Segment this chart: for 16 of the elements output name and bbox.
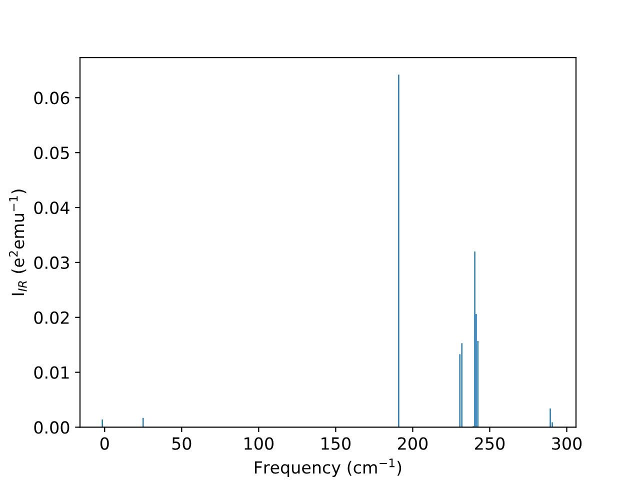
y-tick-label: 0.02 — [34, 311, 69, 324]
y-axis-title: I$_{IR}$ (e$^{2}$emu$^{−1}$) — [8, 190, 27, 296]
y-tick-label: 0.05 — [34, 146, 69, 160]
x-tick-label: 250 — [475, 437, 505, 450]
x-tick-label: 200 — [398, 437, 428, 450]
x-tick-label: 100 — [244, 437, 274, 450]
x-tick-label: 50 — [172, 437, 192, 450]
y-tick-label: 0.06 — [34, 92, 70, 104]
x-tick-label: 0 — [100, 437, 109, 450]
y-tick-label: 0.04 — [34, 201, 70, 214]
y-tick-label: 0.01 — [34, 366, 69, 379]
y-tick-label: 0.03 — [34, 256, 69, 270]
x-axis-title: Frequency (cm$^{−1}$) — [254, 458, 402, 477]
y-tick-label: 0.00 — [34, 421, 70, 434]
x-tick-label: 300 — [552, 437, 582, 450]
x-tick-label: 150 — [322, 437, 350, 450]
